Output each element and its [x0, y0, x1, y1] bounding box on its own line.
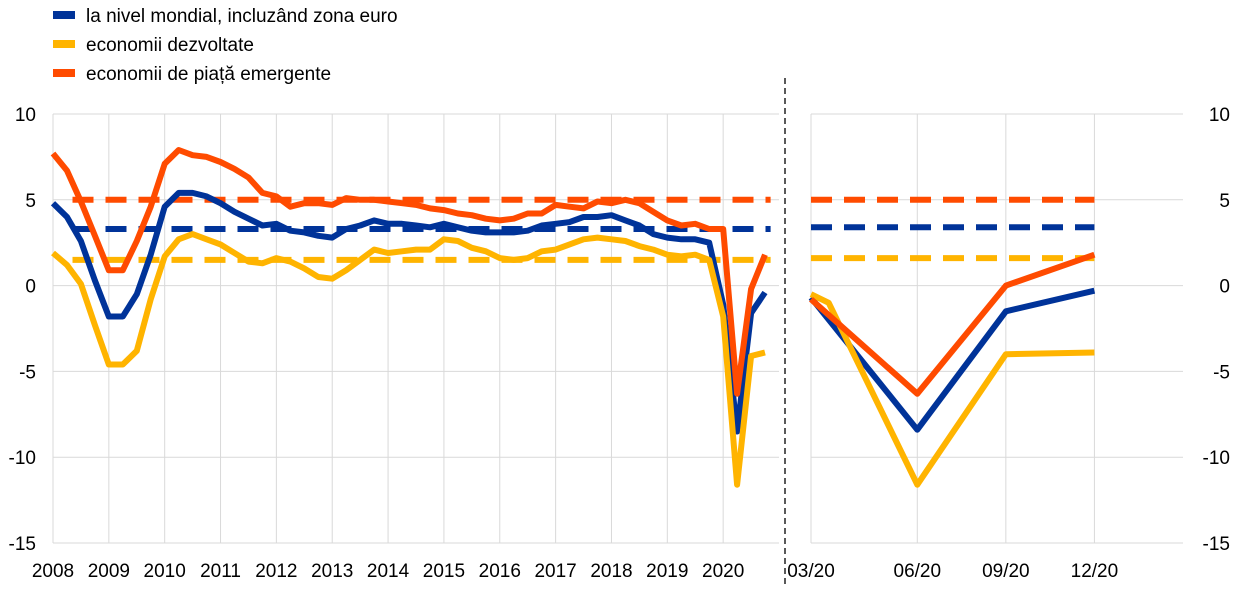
left-series-world — [50, 189, 768, 435]
left-panel-grid — [52, 113, 779, 544]
right-x-tick-label: 12/20 — [1071, 561, 1119, 582]
legend-swatch-emerging — [53, 69, 75, 77]
right-y-tick-label: -15 — [1203, 534, 1230, 555]
legend-swatch-world — [53, 11, 75, 19]
left-y-axis: 10 5 0 -5 -10 -15 — [9, 105, 36, 555]
left-x-tick-label: 2018 — [590, 561, 632, 582]
legend-label-emerging: economii de piață emergente — [86, 64, 331, 85]
right-y-tick-label: -5 — [1213, 362, 1230, 383]
left-y-tick-label: -5 — [19, 362, 36, 383]
left-x-tick-label: 2014 — [367, 561, 410, 582]
left-panel-series — [50, 147, 771, 488]
left-x-tick-label: 2012 — [255, 561, 297, 582]
legend-swatch-advanced — [53, 40, 75, 48]
left-x-tick-label: 2009 — [88, 561, 130, 582]
left-y-tick-label: -10 — [9, 448, 36, 469]
left-x-tick-label: 2020 — [702, 561, 744, 582]
legend-label-world: la nivel mondial, incluzând zona euro — [86, 6, 398, 27]
left-y-tick-label: 0 — [25, 277, 36, 298]
right-panel-series — [808, 196, 1096, 488]
left-y-tick-label: 5 — [25, 191, 36, 212]
left-series-emerging — [50, 147, 768, 397]
right-series-advanced — [809, 291, 1095, 488]
right-y-axis: 10 5 0 -5 -10 -15 — [1203, 105, 1230, 555]
left-y-tick-label: -15 — [9, 534, 36, 555]
right-x-tick-label: 09/20 — [982, 561, 1030, 582]
right-y-tick-label: 5 — [1219, 191, 1230, 212]
right-y-tick-label: 0 — [1219, 277, 1230, 298]
legend-label-advanced: economii dezvoltate — [86, 35, 254, 56]
left-x-tick-label: 2008 — [32, 561, 74, 582]
right-panel-grid — [810, 113, 1183, 544]
right-y-tick-label: -10 — [1203, 448, 1230, 469]
left-x-tick-label: 2013 — [311, 561, 353, 582]
left-y-tick-label: 10 — [15, 105, 36, 126]
left-series-advanced — [51, 231, 766, 488]
left-x-tick-label: 2015 — [423, 561, 465, 582]
left-x-axis: 2008 2009 2010 2011 2012 2013 2014 2015 2016 2017… — [32, 561, 744, 582]
right-x-tick-label: 06/20 — [894, 561, 942, 582]
left-x-tick-label: 2017 — [534, 561, 576, 582]
left-x-tick-label: 2010 — [144, 561, 186, 582]
right-x-axis: 03/20 06/20 09/20 12/20 — [787, 561, 1118, 582]
right-series-world — [808, 287, 1096, 433]
left-x-tick-label: 2016 — [479, 561, 521, 582]
right-series-emerging — [809, 251, 1096, 397]
right-y-tick-label: 10 — [1209, 105, 1230, 126]
left-x-tick-label: 2011 — [200, 561, 241, 582]
right-x-tick-label: 03/20 — [787, 561, 835, 582]
legend: la nivel mondial, incluzând zona euro eco… — [53, 6, 398, 85]
left-x-tick-label: 2019 — [646, 561, 688, 582]
